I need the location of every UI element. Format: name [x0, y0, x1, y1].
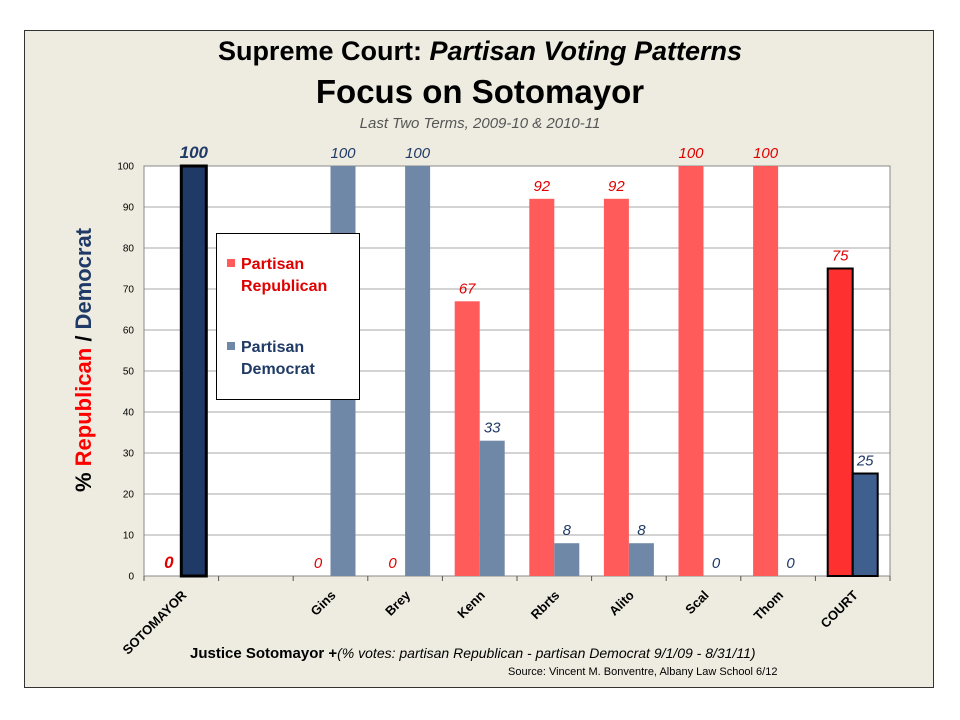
y-tick-label: 20	[123, 490, 135, 501]
data-label-democrat: 100	[330, 145, 356, 162]
data-label-democrat: 33	[484, 420, 501, 437]
x-category-label: Alito	[606, 587, 637, 618]
bar-democrat	[479, 440, 505, 576]
y-axis-label-part: Democrat	[71, 227, 96, 329]
x-category-label: COURT	[818, 587, 861, 630]
data-label-republican: 100	[753, 145, 779, 162]
data-label-democrat: 100	[180, 143, 209, 162]
x-category-label: SOTOMAYOR	[120, 587, 190, 657]
legend-label-democrat: Partisan Democrat	[241, 339, 315, 378]
data-label-republican: 75	[832, 248, 849, 265]
data-label-democrat: 0	[712, 555, 721, 572]
legend-swatch-democrat	[227, 342, 235, 350]
legend-swatch-republican	[227, 259, 235, 267]
data-label-republican: 92	[608, 178, 625, 195]
chart-period: Last Two Terms, 2009-10 & 2010-11	[359, 115, 601, 132]
data-label-republican: 0	[314, 555, 323, 572]
data-label-democrat: 8	[563, 522, 572, 539]
y-axis-label-part: %	[71, 466, 96, 492]
chart-subtitle: Focus on Sotomayor	[315, 73, 645, 110]
bar-democrat	[554, 543, 580, 576]
chart-title: Supreme Court: Partisan Voting Patterns	[217, 36, 743, 66]
bar-democrat	[851, 472, 879, 577]
data-label-republican: 92	[533, 178, 550, 195]
legend-item-democrat: Partisan Democrat	[227, 337, 359, 381]
data-label-republican: 67	[459, 280, 476, 297]
bar-republican	[603, 198, 629, 577]
y-tick-label: 30	[123, 449, 135, 460]
y-axis-label-part: Republican	[71, 348, 96, 467]
legend-item-republican: Partisan Republican	[227, 254, 359, 298]
x-category-label: Rbrts	[528, 588, 563, 623]
legend-label-republican: Partisan Republican	[241, 256, 328, 295]
bar-democrat	[405, 166, 431, 576]
y-tick-label: 0	[128, 572, 134, 583]
bar-republican	[529, 198, 555, 577]
data-label-republican: 100	[678, 145, 704, 162]
y-tick-label: 50	[123, 367, 135, 378]
data-label-democrat: 8	[637, 522, 646, 539]
y-axis-label-part: /	[71, 329, 96, 347]
y-tick-label: 60	[123, 326, 135, 337]
data-label-democrat: 25	[856, 453, 874, 470]
x-category-label: Brey	[382, 587, 414, 619]
legend: Partisan Republican Partisan Democrat	[216, 233, 360, 400]
x-category-label: Scal	[682, 588, 712, 618]
y-tick-label: 90	[123, 203, 135, 214]
x-category-label: Thom	[751, 588, 787, 624]
y-tick-label: 100	[117, 162, 134, 173]
y-tick-label: 40	[123, 408, 135, 419]
x-category-label: Kenn	[454, 587, 488, 621]
bar-republican	[678, 166, 704, 576]
y-axis-label: % Republican / Democrat	[71, 227, 96, 492]
data-label-republican: 0	[388, 555, 397, 572]
x-category-label: Gins	[308, 588, 339, 619]
y-tick-label: 10	[123, 531, 135, 542]
data-label-democrat: 0	[786, 555, 795, 572]
bar-democrat	[179, 164, 208, 578]
x-axis-caption: Justice Sotomayor +(% votes: partisan Re…	[190, 645, 756, 662]
bar-democrat	[628, 543, 654, 576]
bar-republican	[454, 301, 480, 576]
bar-republican	[826, 267, 854, 577]
y-tick-label: 70	[123, 285, 135, 296]
data-label-republican: 0	[164, 553, 174, 572]
y-tick-label: 80	[123, 244, 135, 255]
data-label-democrat: 100	[405, 145, 431, 162]
source-note: Source: Vincent M. Bonventre, Albany Law…	[508, 666, 778, 678]
bar-republican	[753, 166, 779, 576]
